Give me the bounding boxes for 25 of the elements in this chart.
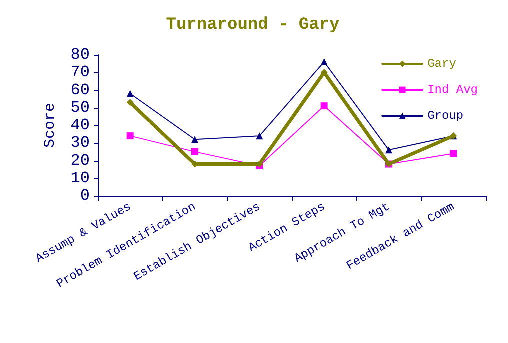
legend-label: Ind Avg: [428, 83, 478, 97]
point: [450, 150, 458, 158]
point: [320, 58, 328, 66]
point: [126, 90, 134, 98]
y-tick-label: 80: [70, 46, 90, 64]
point: [126, 132, 134, 140]
chart-title: Turnaround - Gary: [166, 16, 340, 35]
y-tick-label: 30: [70, 134, 90, 152]
point: [320, 69, 328, 76]
point: [256, 132, 264, 140]
legend-label: Gary: [428, 57, 456, 71]
point: [386, 146, 392, 154]
y-tick-label: 50: [70, 98, 90, 117]
point: [126, 99, 134, 106]
y-tick-label: 60: [70, 81, 90, 100]
point: [192, 136, 198, 144]
point: [192, 148, 198, 156]
legend-label: Group: [428, 109, 464, 123]
y-axis-title: Score: [42, 102, 59, 148]
y-tick-label: 40: [70, 116, 90, 134]
y-tick-label: 10: [70, 169, 90, 188]
y-tick-label: 70: [70, 64, 90, 82]
y-tick-label: 0: [80, 187, 90, 205]
point: [320, 102, 328, 110]
y-tick-label: 20: [70, 152, 90, 170]
